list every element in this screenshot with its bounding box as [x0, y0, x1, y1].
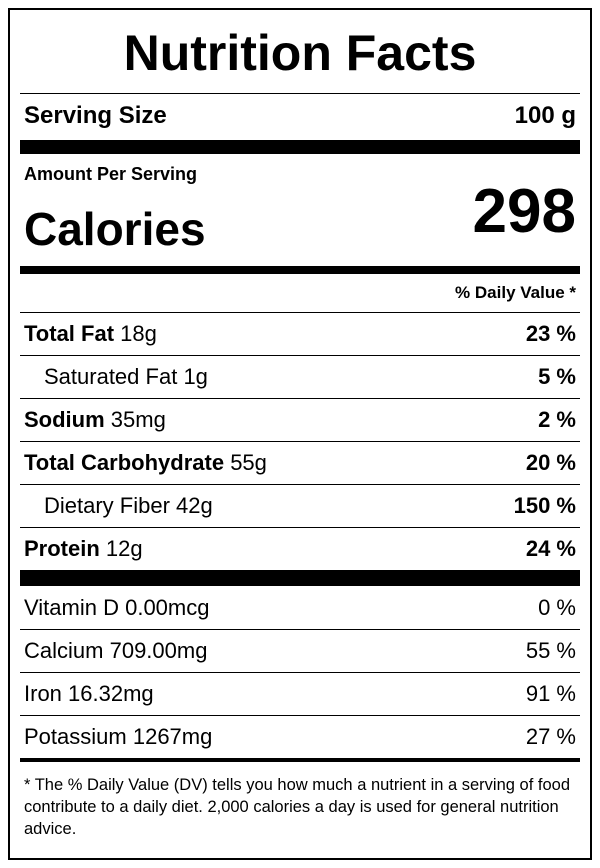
- daily-value: 91 %: [525, 681, 576, 706]
- rule: [20, 758, 580, 762]
- footnote: * The % Daily Value (DV) tells you how m…: [24, 776, 570, 838]
- daily-value: 24 %: [525, 536, 576, 561]
- thick-rule: [20, 140, 580, 154]
- nutrient-name: Total Fat: [24, 321, 115, 346]
- nutrient-label: Vitamin D 0.00mcg: [24, 595, 209, 621]
- nutrient-amount: 1g: [183, 364, 208, 389]
- thick-rule: [20, 570, 580, 586]
- daily-value: 2 %: [538, 407, 576, 432]
- nutrient-row: Sodium 35mg 2 %: [20, 398, 580, 441]
- nutrient-label: Total Fat 18g: [24, 321, 157, 347]
- calories-value: 298: [472, 177, 576, 246]
- nutrient-amount: 55g: [230, 450, 267, 475]
- nutrient-list: Total Fat 18g 23 % Saturated Fat 1g 5 % Sodi…: [20, 312, 580, 570]
- daily-value: 27 %: [525, 724, 576, 749]
- nutrient-row: Total Carbohydrate 55g 20 %: [20, 441, 580, 484]
- nutrient-name: Dietary Fiber: [44, 493, 170, 518]
- daily-value: 20 %: [525, 450, 576, 475]
- daily-value: 0 %: [538, 594, 576, 620]
- thick-rule: [20, 266, 580, 274]
- serving-value: 100 g: [514, 102, 576, 129]
- daily-value: 55 %: [525, 638, 576, 663]
- nutrient-label: Iron 16.32mg: [24, 681, 154, 707]
- nutrient-name: Sodium: [24, 407, 105, 432]
- nutrient-label: Dietary Fiber 42g: [44, 493, 213, 519]
- nutrient-row: Calcium 709.00mg 55 %: [20, 629, 580, 672]
- amount-per-serving: Amount Per Serving: [24, 164, 198, 184]
- nutrient-amount: 35mg: [110, 407, 166, 432]
- nutrient-name: Saturated Fat: [44, 364, 178, 389]
- nutrient-label: Potassium 1267mg: [24, 724, 212, 750]
- nutrient-name: Iron: [24, 681, 62, 706]
- serving-label: Serving Size: [24, 102, 167, 129]
- nutrient-name: Calcium: [24, 638, 104, 663]
- nutrient-row: Saturated Fat 1g 5 %: [20, 355, 580, 398]
- daily-value: 5 %: [538, 364, 576, 389]
- nutrient-amount: 12g: [105, 536, 143, 561]
- nutrient-amount: 42g: [176, 493, 213, 518]
- nutrient-amount: 16.32mg: [68, 681, 154, 706]
- nutrient-name: Potassium: [24, 724, 127, 749]
- serving-row: Serving Size 100 g: [20, 94, 580, 138]
- label-body: Nutrition Facts Serving Size 100 g Amoun…: [20, 10, 580, 840]
- nutrient-row: Total Fat 18g 23 %: [20, 312, 580, 355]
- daily-value: 150 %: [513, 493, 576, 518]
- nutrient-label: Protein 12g: [24, 536, 143, 562]
- nutrient-row: Protein 12g 24 %: [20, 527, 580, 570]
- title: Nutrition Facts: [20, 10, 580, 94]
- daily-value-header: % Daily Value *: [20, 274, 580, 312]
- nutrient-name: Protein: [24, 536, 100, 561]
- nutrient-amount: 1267mg: [132, 724, 213, 749]
- micronutrient-list: Vitamin D 0.00mcg 0 % Calcium 709.00mg 55 %…: [20, 586, 580, 758]
- nutrient-name: Total Carbohydrate: [24, 450, 225, 475]
- nutrient-label: Sodium 35mg: [24, 407, 166, 433]
- daily-value: 23 %: [525, 321, 576, 346]
- nutrition-label: Nutrition Facts Serving Size 100 g Amoun…: [8, 8, 592, 860]
- daily-value-header-text: % Daily Value *: [455, 283, 576, 302]
- nutrient-label: Total Carbohydrate 55g: [24, 450, 267, 476]
- nutrient-amount: 709.00mg: [109, 638, 208, 663]
- nutrient-name: Vitamin D: [24, 594, 119, 620]
- nutrient-row: Vitamin D 0.00mcg 0 %: [20, 586, 580, 629]
- nutrient-amount: 18g: [120, 321, 157, 346]
- nutrient-label: Calcium 709.00mg: [24, 638, 207, 664]
- nutrient-row: Dietary Fiber 42g 150 %: [20, 484, 580, 527]
- nutrient-amount: 0.00mcg: [125, 594, 210, 620]
- nutrient-row: Potassium 1267mg 27 %: [20, 715, 580, 758]
- calories-section: Amount Per Serving Calories 298: [20, 154, 580, 266]
- nutrient-row: Iron 16.32mg 91 %: [20, 672, 580, 715]
- nutrient-label: Saturated Fat 1g: [44, 364, 208, 390]
- calories-label: Calories: [24, 203, 206, 255]
